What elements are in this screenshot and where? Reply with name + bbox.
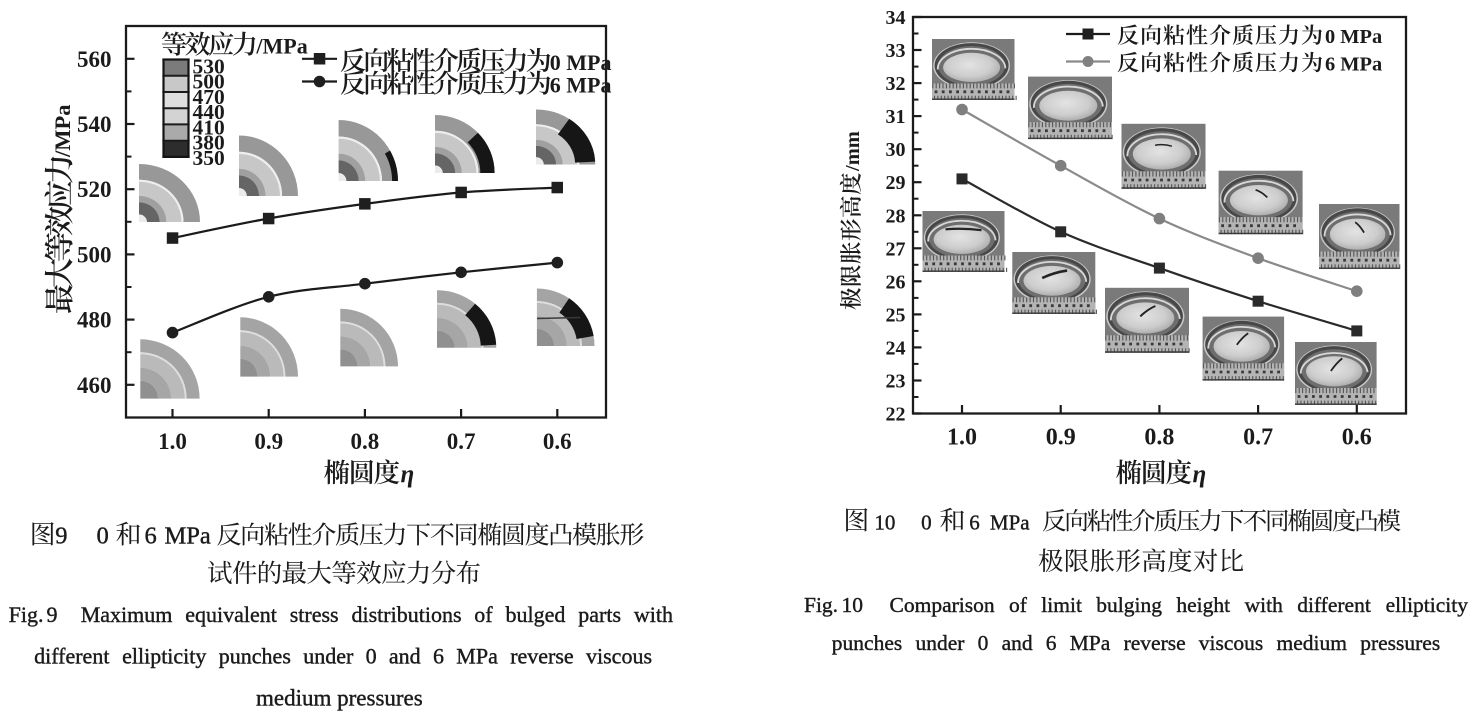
svg-text:Maximum: Maximum bbox=[81, 602, 173, 627]
svg-text:of: of bbox=[474, 602, 493, 627]
svg-text:parts: parts bbox=[578, 602, 621, 627]
svg-text:32: 32 bbox=[886, 73, 906, 95]
svg-text:540: 540 bbox=[77, 112, 112, 137]
svg-text:0.9: 0.9 bbox=[254, 429, 283, 454]
svg-text:with: with bbox=[1245, 593, 1283, 617]
svg-text:28: 28 bbox=[886, 205, 906, 227]
svg-text:/mm: /mm bbox=[842, 131, 864, 172]
svg-text:0.7: 0.7 bbox=[1243, 425, 1273, 451]
svg-text:reverse: reverse bbox=[1124, 631, 1186, 655]
svg-text:limit: limit bbox=[1041, 593, 1082, 617]
svg-text:0.6: 0.6 bbox=[543, 429, 572, 454]
svg-text:punches: punches bbox=[832, 631, 902, 655]
svg-text:reverse: reverse bbox=[510, 644, 574, 669]
svg-text:500: 500 bbox=[77, 242, 112, 267]
svg-text:MPa: MPa bbox=[990, 511, 1030, 535]
svg-text:0.8: 0.8 bbox=[1144, 425, 1174, 451]
svg-text:height: height bbox=[1176, 593, 1230, 617]
svg-text:0: 0 bbox=[978, 631, 989, 655]
svg-text:0.9: 0.9 bbox=[1046, 425, 1076, 451]
svg-text:under: under bbox=[303, 644, 354, 669]
svg-text:31: 31 bbox=[886, 106, 906, 128]
svg-text:ellipticity: ellipticity bbox=[1386, 593, 1469, 617]
svg-text:Fig.: Fig. bbox=[804, 593, 838, 617]
svg-text:6: 6 bbox=[433, 644, 444, 669]
svg-text:MPa: MPa bbox=[1070, 631, 1111, 655]
svg-text:560: 560 bbox=[77, 47, 112, 72]
svg-text:10: 10 bbox=[874, 511, 895, 535]
svg-text:bulging: bulging bbox=[1096, 593, 1162, 617]
svg-text:of: of bbox=[1009, 593, 1028, 617]
svg-text:equivalent: equivalent bbox=[185, 602, 277, 627]
svg-text:0: 0 bbox=[921, 511, 932, 535]
svg-text:MPa: MPa bbox=[165, 523, 211, 550]
svg-text:/MPa: /MPa bbox=[255, 34, 307, 59]
svg-text:6: 6 bbox=[969, 511, 980, 535]
svg-text:medium: medium bbox=[1277, 631, 1348, 655]
svg-text:460: 460 bbox=[77, 373, 112, 398]
svg-text:0 MPa: 0 MPa bbox=[1325, 26, 1382, 48]
svg-text:viscous: viscous bbox=[586, 644, 652, 669]
svg-text:0.8: 0.8 bbox=[351, 429, 380, 454]
svg-text:medium pressures: medium pressures bbox=[256, 686, 423, 711]
svg-text:η: η bbox=[1193, 461, 1207, 488]
svg-text:and: and bbox=[389, 644, 421, 669]
svg-text:27: 27 bbox=[886, 238, 906, 260]
svg-text:470: 470 bbox=[193, 85, 225, 109]
svg-text:different: different bbox=[34, 644, 109, 669]
svg-text:punches: punches bbox=[219, 644, 291, 669]
svg-text:6 MPa: 6 MPa bbox=[1325, 53, 1382, 75]
svg-text:23: 23 bbox=[886, 371, 906, 393]
svg-text:6: 6 bbox=[145, 523, 157, 550]
svg-text:with: with bbox=[634, 602, 673, 627]
svg-text:9: 9 bbox=[55, 523, 67, 550]
svg-text:1.0: 1.0 bbox=[947, 425, 977, 451]
svg-text:380: 380 bbox=[193, 131, 225, 155]
svg-text:MPa: MPa bbox=[456, 644, 498, 669]
svg-text:0.6: 0.6 bbox=[1342, 425, 1372, 451]
svg-text:440: 440 bbox=[193, 100, 225, 124]
svg-text:Fig.: Fig. bbox=[9, 602, 44, 627]
svg-text:26: 26 bbox=[886, 271, 906, 293]
svg-text:350: 350 bbox=[193, 146, 225, 170]
svg-text:25: 25 bbox=[886, 304, 906, 326]
svg-text:410: 410 bbox=[193, 115, 225, 139]
svg-text:ellipticity: ellipticity bbox=[122, 644, 206, 669]
svg-text:24: 24 bbox=[886, 337, 906, 359]
svg-text:0: 0 bbox=[366, 644, 377, 669]
svg-text:500: 500 bbox=[193, 70, 225, 94]
svg-text:33: 33 bbox=[886, 40, 906, 62]
svg-text:6 MPa: 6 MPa bbox=[550, 73, 612, 98]
svg-text:10: 10 bbox=[842, 593, 864, 617]
svg-text:η: η bbox=[401, 461, 415, 488]
svg-text:different: different bbox=[1297, 593, 1371, 617]
svg-text:and: and bbox=[1002, 631, 1033, 655]
svg-text:viscous: viscous bbox=[1199, 631, 1264, 655]
svg-text:Comparison: Comparison bbox=[890, 593, 995, 617]
svg-text:30: 30 bbox=[886, 139, 906, 161]
svg-text:9: 9 bbox=[47, 602, 58, 627]
svg-text:34: 34 bbox=[886, 7, 906, 29]
svg-text:0 MPa: 0 MPa bbox=[550, 50, 612, 75]
svg-text:stress: stress bbox=[290, 602, 339, 627]
svg-text:under: under bbox=[916, 631, 965, 655]
svg-text:0: 0 bbox=[97, 523, 109, 550]
svg-text:bulged: bulged bbox=[506, 602, 566, 627]
svg-text:6: 6 bbox=[1046, 631, 1057, 655]
svg-text:22: 22 bbox=[886, 404, 906, 426]
svg-text:1.0: 1.0 bbox=[158, 429, 187, 454]
svg-text:520: 520 bbox=[77, 177, 112, 202]
svg-text:pressures: pressures bbox=[1360, 631, 1440, 655]
svg-text:29: 29 bbox=[886, 172, 906, 194]
svg-text:0.7: 0.7 bbox=[447, 429, 476, 454]
svg-text:distributions: distributions bbox=[352, 602, 462, 627]
svg-text:530: 530 bbox=[193, 54, 225, 78]
svg-text:480: 480 bbox=[77, 308, 112, 333]
svg-text:/MPa: /MPa bbox=[50, 105, 75, 158]
